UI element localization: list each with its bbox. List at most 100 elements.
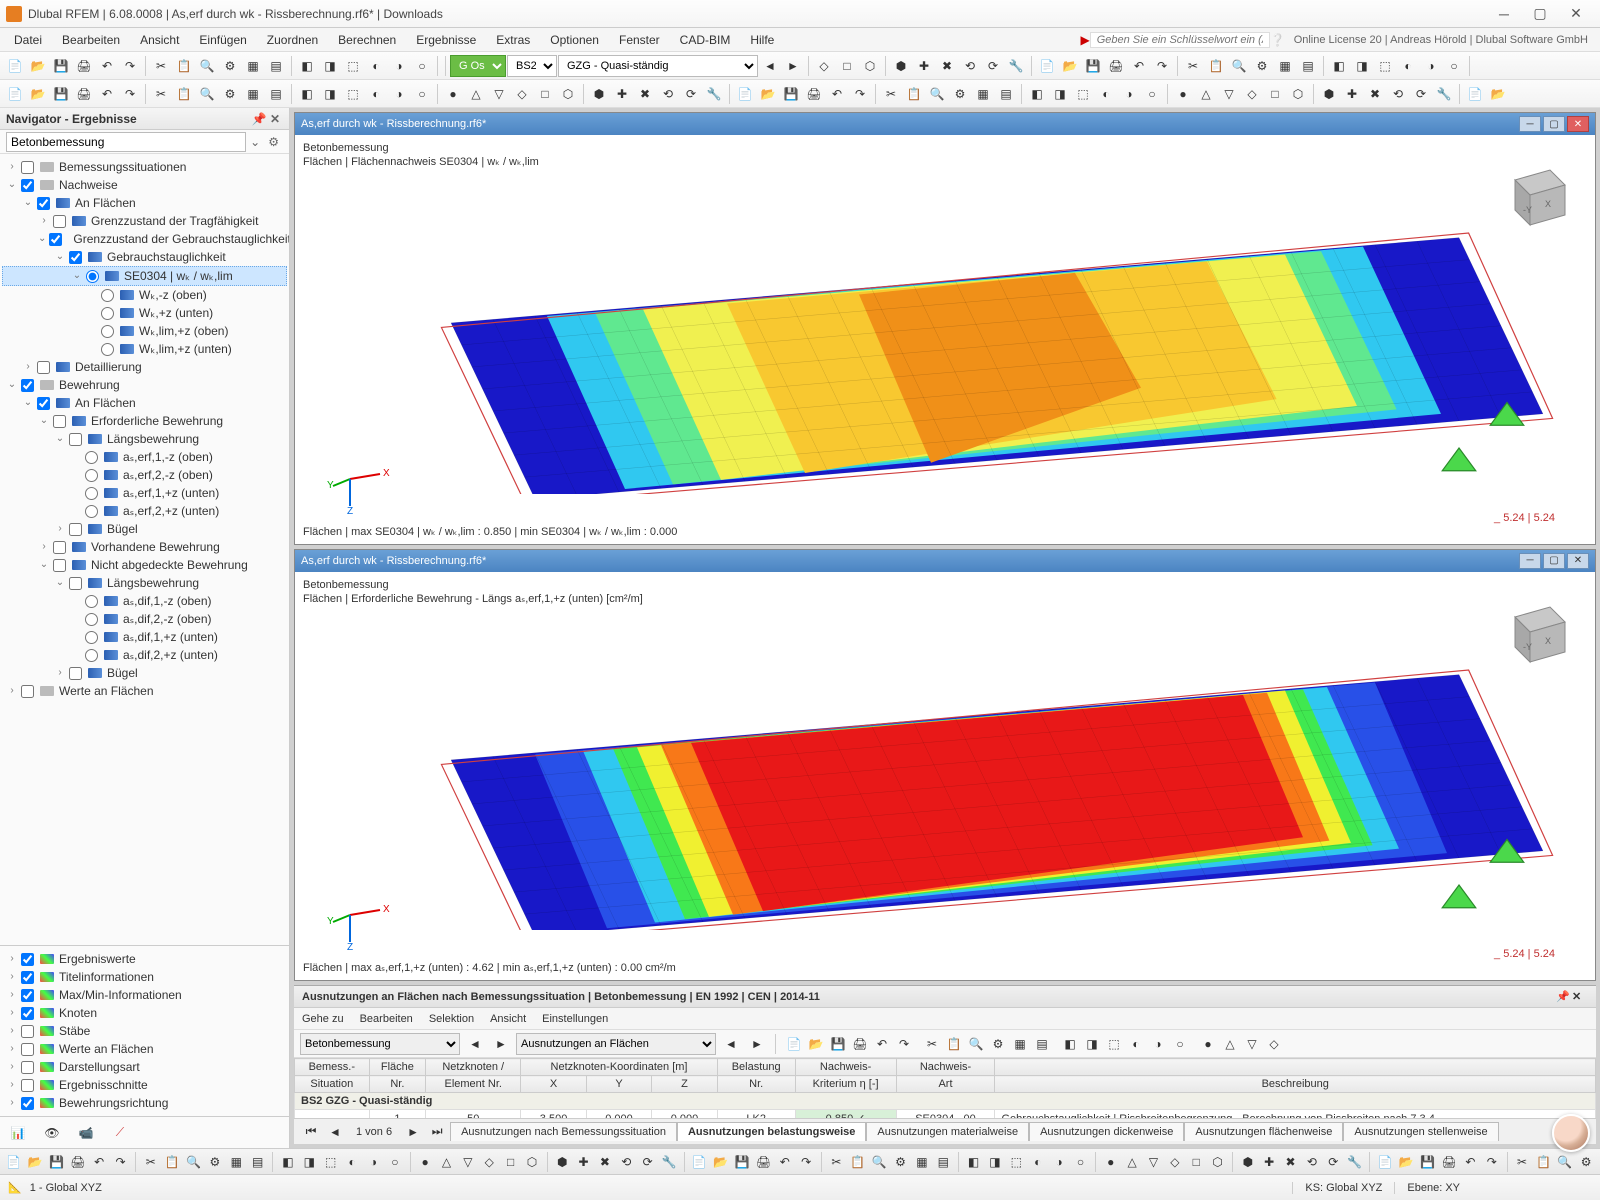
tool-icon[interactable]: ◨ (1351, 55, 1373, 77)
tool-icon[interactable]: ⟲ (1387, 83, 1409, 105)
tool-icon[interactable]: 📄 (690, 1151, 709, 1173)
tool-icon[interactable]: ◇ (480, 1151, 499, 1173)
tool-icon[interactable]: 📋 (903, 83, 925, 105)
tool-icon[interactable]: ◧ (296, 83, 318, 105)
tree-node[interactable]: aₛ,dif,2,-z (oben) (2, 610, 287, 628)
tool-icon[interactable]: ✂ (921, 1033, 943, 1055)
minimize-button[interactable]: ─ (1486, 3, 1522, 25)
tool-icon[interactable]: ● (442, 83, 464, 105)
tool-icon[interactable]: □ (1264, 83, 1286, 105)
close-panel-icon[interactable]: ✕ (1572, 990, 1588, 1003)
vp-min-icon[interactable]: ─ (1519, 553, 1541, 569)
tool-icon[interactable]: ◑ (1147, 1033, 1169, 1055)
vp-max-icon[interactable]: ▢ (1543, 116, 1565, 132)
nav-right-icon[interactable]: ► (746, 1033, 768, 1055)
table-menu-item[interactable]: Bearbeiten (360, 1013, 413, 1025)
menu-berechnen[interactable]: Berechnen (328, 30, 406, 50)
tool-icon[interactable]: ◑ (1118, 83, 1140, 105)
tool-icon[interactable]: 📄 (4, 55, 26, 77)
tool-icon[interactable]: ⬢ (890, 55, 912, 77)
tool-icon[interactable]: □ (836, 55, 858, 77)
tree-node[interactable]: ›Grenzzustand der Tragfähigkeit (2, 212, 287, 230)
tool-icon[interactable]: ⬢ (1318, 83, 1340, 105)
option-row[interactable]: ›Max/Min-Informationen (2, 986, 287, 1004)
tool-icon[interactable]: ↷ (111, 1151, 130, 1173)
tool-icon[interactable]: ◇ (1263, 1033, 1285, 1055)
tool-icon[interactable]: 📋 (173, 55, 195, 77)
tool-icon[interactable]: ✂ (880, 83, 902, 105)
tool-icon[interactable]: ✖ (1364, 83, 1386, 105)
tool-icon[interactable]: □ (501, 1151, 520, 1173)
nav-left-icon[interactable]: ◄ (720, 1033, 742, 1055)
tool-icon[interactable]: ▦ (242, 83, 264, 105)
tool-icon[interactable]: ▽ (458, 1151, 477, 1173)
tool-icon[interactable]: 📂 (711, 1151, 730, 1173)
tool-icon[interactable]: ⟳ (982, 55, 1004, 77)
tool-icon[interactable]: ● (1172, 83, 1194, 105)
option-row[interactable]: ›Knoten (2, 1004, 287, 1022)
tree-node[interactable]: ⌄Bewehrung (2, 376, 287, 394)
tree-node[interactable]: ⌄Nachweise (2, 176, 287, 194)
table-tab[interactable]: Ausnutzungen materialweise (866, 1122, 1029, 1141)
tool-icon[interactable]: ✖ (634, 83, 656, 105)
tool-icon[interactable]: ○ (1141, 83, 1163, 105)
tool-icon[interactable]: 📋 (943, 1033, 965, 1055)
tool-icon[interactable]: 💾 (47, 1151, 66, 1173)
prev-page-icon[interactable]: ◄ (324, 1121, 346, 1143)
tool-icon[interactable]: 🔧 (703, 83, 725, 105)
tool-icon[interactable]: ◧ (278, 1151, 297, 1173)
menu-zuordnen[interactable]: Zuordnen (257, 30, 328, 50)
tool-icon[interactable]: ◐ (1028, 1151, 1047, 1173)
pin-icon[interactable]: 📌 (1556, 990, 1572, 1003)
tool-icon[interactable]: ◇ (813, 55, 835, 77)
tool-icon[interactable]: 🖨 (1439, 1151, 1458, 1173)
tool-icon[interactable]: ✚ (574, 1151, 593, 1173)
tool-icon[interactable]: △ (1219, 1033, 1241, 1055)
tool-icon[interactable]: 🖨 (803, 83, 825, 105)
menu-optionen[interactable]: Optionen (540, 30, 609, 50)
tree-node[interactable]: Wₖ,+z (unten) (2, 304, 287, 322)
tool-icon[interactable]: △ (1122, 1151, 1141, 1173)
tool-icon[interactable]: ▤ (934, 1151, 953, 1173)
tool-icon[interactable]: ◨ (319, 83, 341, 105)
tool-icon[interactable]: ⟳ (1410, 83, 1432, 105)
tool-icon[interactable]: ✂ (150, 83, 172, 105)
tool-icon[interactable]: 📄 (734, 83, 756, 105)
tool-icon[interactable]: ● (1101, 1151, 1120, 1173)
nav-right-icon[interactable]: ► (490, 1033, 512, 1055)
tool-icon[interactable]: 📄 (4, 1151, 23, 1173)
table-tab[interactable]: Ausnutzungen stellenweise (1343, 1122, 1498, 1141)
table-module-select[interactable]: Betonbemessung (300, 1033, 460, 1055)
tool-icon[interactable]: ⬚ (1072, 83, 1094, 105)
nav-chart-icon[interactable]: ⟋ (108, 1123, 132, 1143)
bs-select[interactable]: BS2 (507, 55, 557, 77)
tool-icon[interactable]: ⬚ (342, 83, 364, 105)
tool-icon[interactable]: ✚ (611, 83, 633, 105)
tool-icon[interactable]: 🔍 (870, 1151, 889, 1173)
tree-node[interactable]: ⌄Längsbewehrung (2, 430, 287, 448)
table-menu-item[interactable]: Ansicht (490, 1013, 526, 1025)
tree-node[interactable]: ›Bügel (2, 664, 287, 682)
tool-icon[interactable]: ▦ (242, 55, 264, 77)
tool-icon[interactable]: ◐ (365, 83, 387, 105)
tool-icon[interactable]: ⬡ (557, 83, 579, 105)
coord-system[interactable]: 1 - Global XYZ (22, 1182, 110, 1194)
tree-node[interactable]: ⌄An Flächen (2, 194, 287, 212)
menu-fenster[interactable]: Fenster (609, 30, 670, 50)
vp-max-icon[interactable]: ▢ (1543, 553, 1565, 569)
tool-icon[interactable]: ⬡ (859, 55, 881, 77)
tool-icon[interactable]: 🖨 (1105, 55, 1127, 77)
tool-icon[interactable]: △ (465, 83, 487, 105)
tool-icon[interactable]: 🔍 (196, 83, 218, 105)
tool-icon[interactable]: ◑ (388, 55, 410, 77)
tool-icon[interactable]: 📄 (4, 83, 26, 105)
table-menu-item[interactable]: Selektion (429, 1013, 474, 1025)
tree-node[interactable]: aₛ,dif,1,+z (unten) (2, 628, 287, 646)
tool-icon[interactable]: ⟲ (617, 1151, 636, 1173)
tool-icon[interactable]: ▦ (227, 1151, 246, 1173)
nav-left-icon[interactable]: ◄ (464, 1033, 486, 1055)
tool-icon[interactable]: 🔍 (184, 1151, 203, 1173)
vp-close-icon[interactable]: ✕ (1567, 553, 1589, 569)
tool-icon[interactable]: 🔧 (1345, 1151, 1364, 1173)
tool-icon[interactable]: ✂ (1512, 1151, 1531, 1173)
